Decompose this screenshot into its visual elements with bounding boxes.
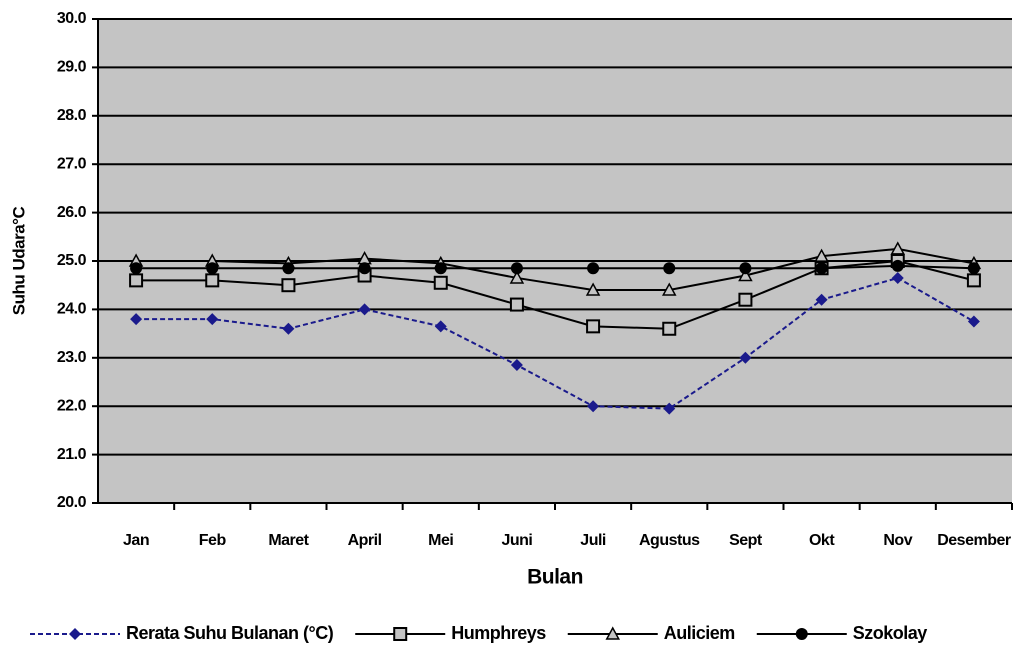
marker (586, 319, 601, 334)
x-tick-label: Desember (937, 532, 1011, 549)
legend-label: Szokolay (853, 623, 928, 643)
marker (814, 248, 829, 262)
marker (205, 273, 220, 288)
marker (967, 315, 980, 328)
marker (663, 402, 676, 415)
marker (661, 282, 677, 296)
y-tick-label: 21.0 (57, 446, 87, 463)
marker (206, 313, 219, 326)
x-axis-label: Bulan (527, 566, 583, 589)
marker (393, 627, 408, 641)
x-tick-label: Juni (501, 532, 532, 549)
y-tick-label: 23.0 (57, 349, 87, 366)
marker (282, 322, 295, 335)
marker (739, 351, 752, 364)
marker (358, 262, 371, 275)
y-tick-label: 24.0 (57, 301, 87, 318)
y-tick-label: 27.0 (57, 155, 87, 172)
marker (510, 262, 523, 275)
legend-item: Rerata Suhu Bulanan (°C) (30, 623, 334, 643)
marker (434, 320, 447, 333)
marker (281, 278, 296, 293)
x-tick-label: April (348, 532, 382, 549)
x-tick-label: Agustus (639, 532, 700, 549)
legend-item: Humphreys (355, 623, 547, 643)
marker (129, 273, 144, 288)
legend-label: Humphreys (451, 623, 546, 643)
y-tick-label: 25.0 (57, 252, 87, 269)
y-tick-label: 20.0 (57, 494, 87, 511)
x-tick-label: Okt (809, 532, 835, 549)
series-line (136, 264, 974, 270)
marker (967, 262, 980, 275)
series (130, 271, 980, 415)
marker (605, 626, 621, 640)
marker (663, 262, 676, 275)
marker (585, 282, 601, 296)
series-line (136, 247, 975, 292)
marker (433, 275, 448, 290)
marker (130, 313, 143, 326)
y-tick-label: 26.0 (57, 204, 87, 221)
legend-label: Auliciem (664, 623, 735, 643)
marker (795, 628, 808, 640)
y-tick-label: 22.0 (57, 397, 87, 414)
marker (509, 270, 525, 284)
marker (587, 262, 600, 275)
marker (738, 267, 753, 282)
marker (891, 259, 904, 272)
legend-item: Szokolay (756, 623, 928, 643)
marker (966, 273, 981, 288)
y-tick-label: 29.0 (57, 59, 87, 76)
x-tick-label: Nov (883, 532, 912, 549)
marker (815, 262, 828, 275)
marker (510, 359, 523, 372)
marker (130, 262, 143, 275)
marker (434, 262, 447, 275)
marker (662, 321, 677, 336)
series-line (136, 276, 975, 410)
marker (206, 262, 219, 275)
x-tick-label: Maret (268, 532, 309, 549)
marker (891, 271, 904, 284)
marker (890, 241, 906, 255)
y-tick-label: 28.0 (57, 107, 87, 124)
x-tick-label: Feb (199, 532, 227, 549)
x-tick-label: Juli (580, 532, 606, 549)
y-axis-label: Suhu Udara°C (9, 207, 28, 316)
x-tick-label: Mei (428, 532, 453, 549)
marker (282, 262, 295, 275)
legend-label: Rerata Suhu Bulanan (°C) (126, 623, 334, 643)
marker (69, 628, 81, 640)
marker (358, 303, 371, 316)
y-tick-label: 30.0 (57, 10, 87, 27)
marker (815, 293, 828, 306)
x-tick-label: Jan (123, 532, 149, 549)
marker (738, 292, 753, 307)
marker (509, 297, 524, 312)
marker (739, 262, 752, 275)
x-tick-label: Sept (729, 532, 763, 549)
legend-item: Auliciem (567, 623, 735, 643)
series (130, 259, 980, 275)
marker (587, 400, 600, 413)
